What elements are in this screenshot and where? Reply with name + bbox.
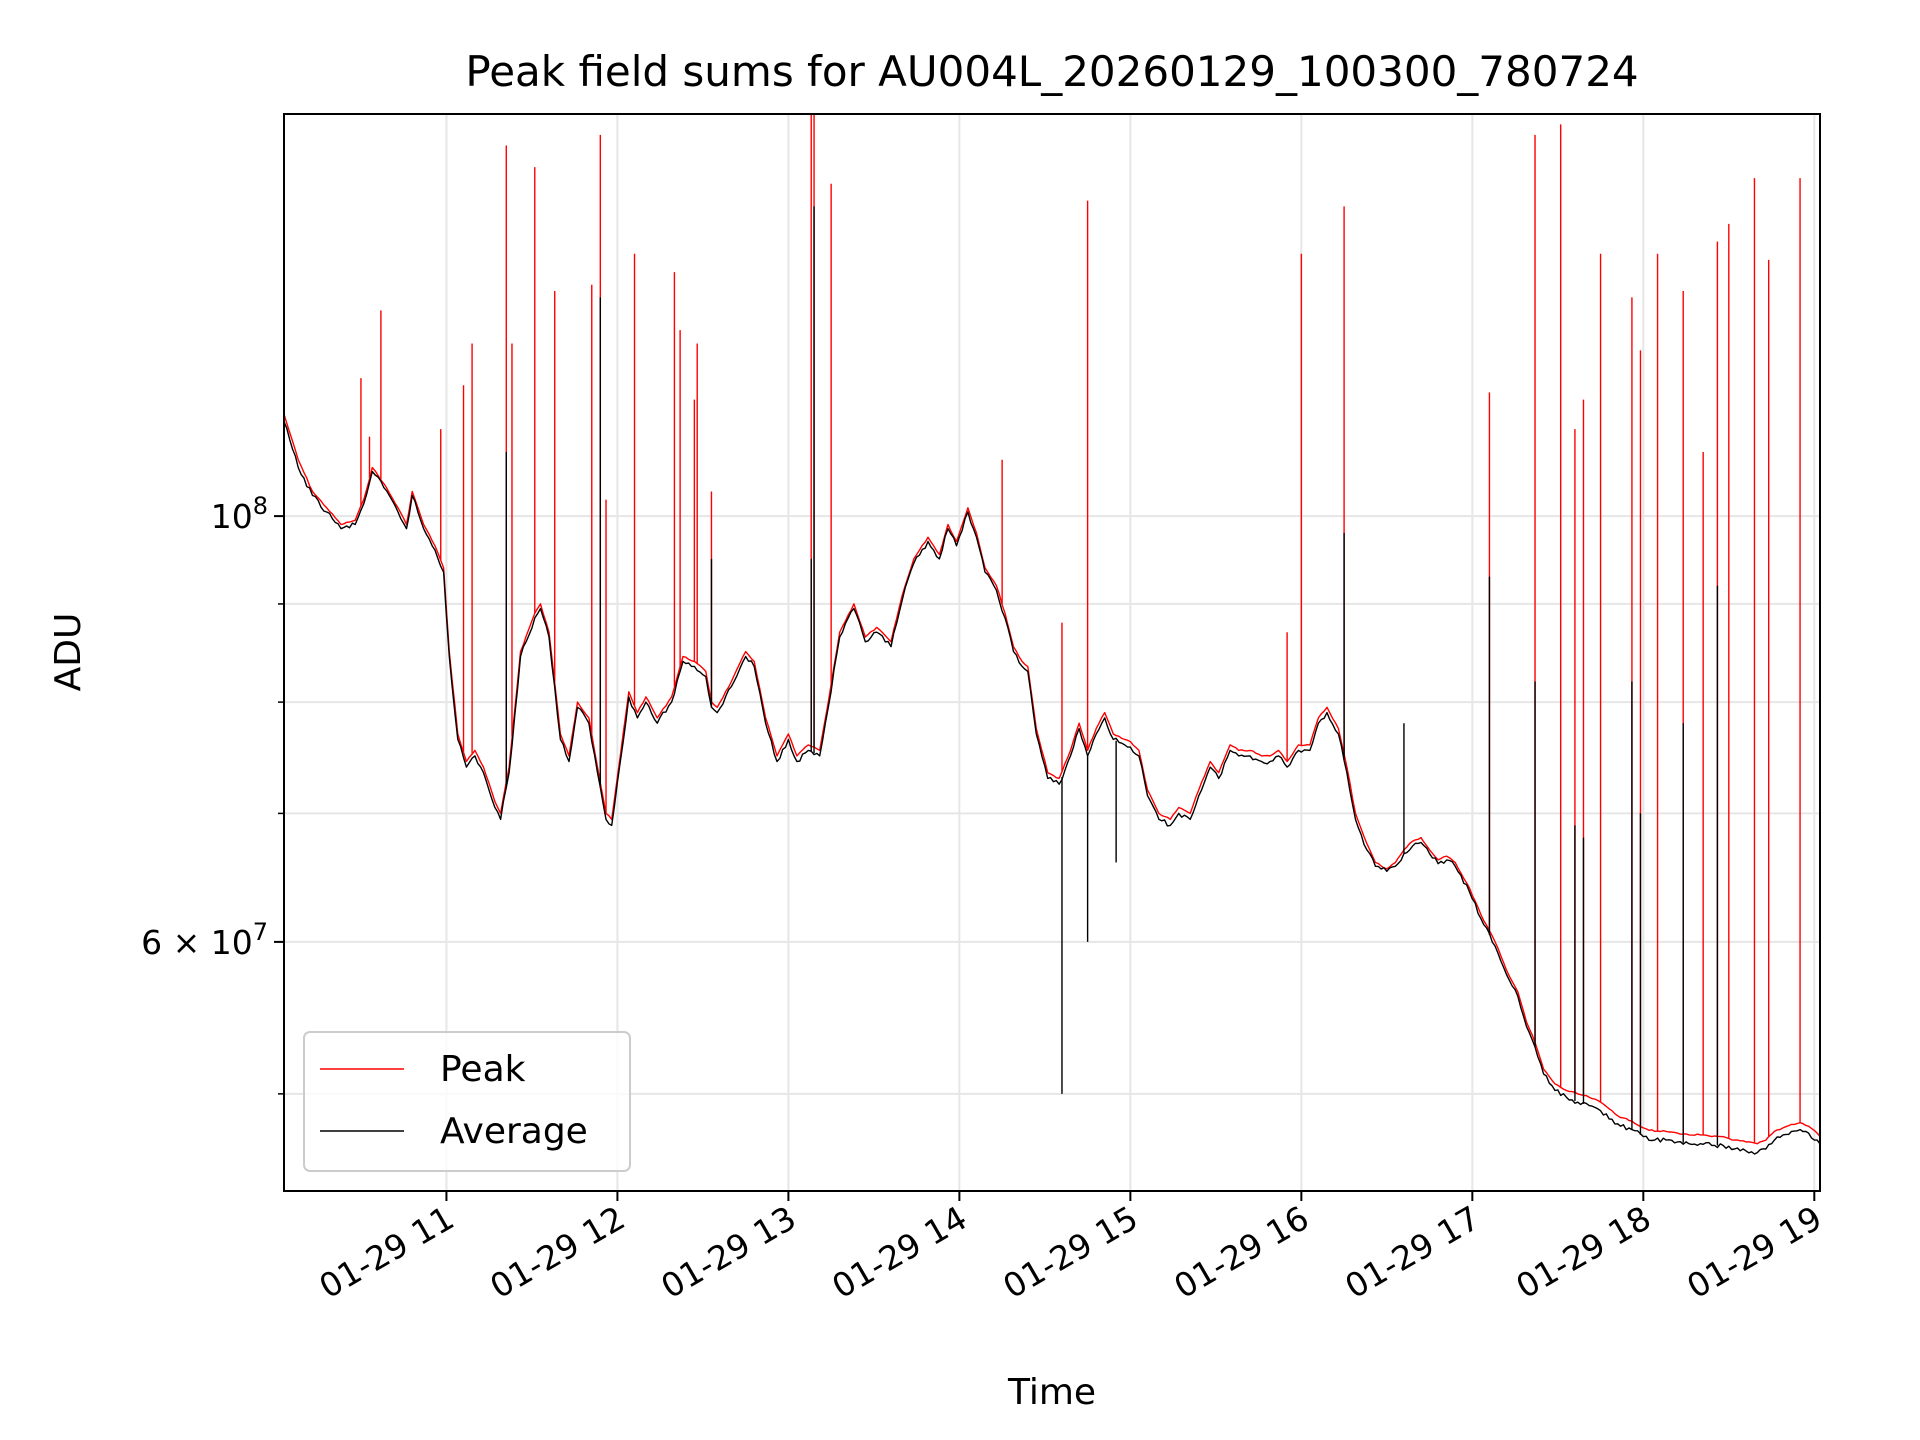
- legend-label-average: Average: [440, 1111, 588, 1152]
- y-tick-label: 6 × 107: [141, 918, 268, 962]
- y-axis-label: ADU: [48, 613, 89, 692]
- x-axis-label: Time: [1007, 1372, 1096, 1413]
- legend-box: [303, 1031, 631, 1172]
- y-tick-label: 108: [211, 492, 268, 536]
- series-line-peak: [284, 413, 1820, 1145]
- y-tick-label-base: 6 × 10: [141, 923, 253, 962]
- y-axis: 108 6 × 107: [141, 492, 284, 1095]
- chart-title: Peak field sums for AU004L_20260129_1003…: [465, 47, 1638, 96]
- y-tick-label-base: 10: [211, 497, 253, 536]
- legend-label-peak: Peak: [440, 1049, 526, 1090]
- y-tick-label-exponent: 7: [253, 918, 268, 946]
- plot-area: [284, 114, 1820, 1155]
- plot-frame: [283, 113, 1821, 1192]
- series-line-average: [284, 421, 1820, 1155]
- legend: Peak Average: [303, 1031, 631, 1172]
- y-tick-label-exponent: 8: [253, 492, 268, 520]
